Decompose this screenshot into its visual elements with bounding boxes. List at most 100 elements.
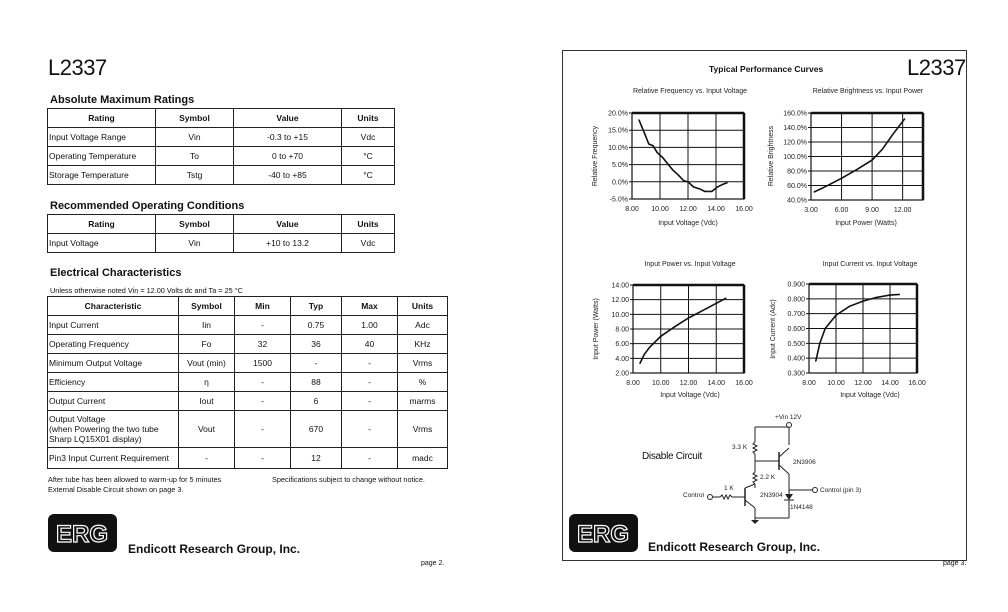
table-cell: -40 to +85 [233, 165, 342, 185]
data-point [881, 148, 883, 150]
table-row: Input Voltage Vin +10 to 13.2 Vdc [47, 233, 395, 253]
data-point [693, 186, 695, 188]
x-axis-label: Input Power (Watts) [835, 220, 897, 227]
data-point [677, 174, 679, 176]
data-point [722, 183, 724, 185]
erg-logo: ERG [48, 514, 117, 552]
r3-label: 1 K [724, 485, 734, 492]
x-tick-label: 8.00 [626, 380, 640, 387]
chart-title: Input Power vs. Input Voltage [644, 261, 735, 268]
table-cell: Tstg [155, 165, 234, 185]
data-point [813, 191, 815, 193]
data-point [652, 145, 654, 147]
table-cell: Storage Temperature [47, 165, 156, 185]
data-point [667, 164, 670, 166]
y-tick-label: 160.0% [783, 111, 807, 118]
table-header-row: Rating Symbol Value Units [47, 214, 395, 234]
table-row: Efficiency η -88-% [47, 372, 448, 392]
y-tick-label: 0.400 [787, 356, 805, 363]
x-tick-label: 8.00 [625, 206, 639, 213]
data-point [648, 143, 650, 145]
data-point [698, 188, 700, 190]
erg-logo-mark: ERG [55, 520, 108, 548]
data-point [725, 297, 727, 299]
y-tick-label: 0.600 [787, 326, 805, 333]
y-tick-label: 10.00 [611, 312, 629, 319]
table-row: Input Current Iin -0.75 1.00 Adc [47, 315, 448, 335]
erg-logo-page3: ERG [569, 514, 638, 552]
table-cell: Input Voltage Range [47, 127, 156, 147]
data-point [639, 362, 641, 365]
y-tick-label: 0.900 [787, 282, 805, 289]
resistor-2-2k [751, 471, 759, 485]
y-tick-label: 60.0% [787, 183, 807, 190]
x-tick-label: 12.00 [680, 380, 698, 387]
data-point [835, 314, 837, 316]
y-tick-label: 0.500 [787, 341, 805, 348]
page3-model: L2337 [907, 55, 966, 80]
diode-1n4148 [785, 494, 793, 500]
data-point [871, 159, 873, 161]
data-point [819, 342, 821, 344]
y-tick-label: 0.0% [612, 179, 628, 186]
y-tick-label: 100.0% [783, 154, 807, 161]
x-tick-label: 10.00 [651, 206, 669, 213]
table-row: Operating Temperature To 0 to +70 °C [47, 146, 395, 166]
y-axis-label: Input Power (Watts) [593, 298, 600, 360]
x-tick-label: 12.00 [854, 380, 872, 387]
table-cell: Vin [155, 233, 234, 253]
company-name-page3: Endicott Research Group, Inc. [648, 540, 821, 554]
control-out-terminal [812, 487, 818, 493]
y-tick-label: 14.00 [611, 283, 629, 290]
data-point [715, 302, 717, 304]
page3-frame [562, 50, 967, 561]
data-point [643, 354, 645, 356]
x-tick-label: 16.00 [908, 380, 926, 387]
y-axis-label: Input Current (Adc) [770, 299, 777, 359]
x-tick-label: 3.00 [804, 207, 818, 214]
footnote-disable: External Disable Circuit shown on page 3… [48, 485, 184, 494]
page-number-page3: page 3. [943, 560, 967, 567]
chart-title: Relative Frequency vs. Input Voltage [633, 88, 747, 95]
erg-logo-text: ERG [577, 521, 629, 548]
table-cell: +10 to 13.2 [233, 233, 342, 253]
y-tick-label: 6.00 [615, 341, 629, 348]
y-tick-label: 8.00 [615, 327, 629, 334]
table-row: Output Current Iout -6- marms [47, 391, 448, 411]
circuit-title: Disable Circuit [642, 451, 702, 462]
table-row: Storage Temperature Tstg -40 to +85 °C [47, 165, 395, 185]
resistor-1k [719, 493, 733, 501]
y-axis-label: Relative Brightness [768, 125, 775, 186]
table-cell: - [234, 410, 291, 448]
data-point [644, 133, 646, 135]
y-tick-label: 0.800 [787, 296, 805, 303]
x-tick-label: 10.00 [652, 380, 670, 387]
model-title: L2337 [48, 55, 107, 80]
x-axis-label: Input Voltage (Vdc) [660, 392, 720, 399]
data-point [704, 190, 706, 193]
x-tick-label: 12.00 [894, 207, 912, 214]
chart-title: Input Current vs. Input Voltage [823, 261, 918, 268]
data-point [726, 182, 728, 184]
y-tick-label: 5.0% [612, 162, 628, 169]
y-tick-label: 2.00 [615, 371, 629, 378]
data-point [840, 177, 843, 179]
y-tick-label: 0.300 [787, 371, 805, 378]
ground-icon [751, 520, 759, 524]
y-tick-label: 40.0% [787, 198, 807, 205]
x-tick-label: 16.00 [735, 380, 753, 387]
y-tick-label: 120.0% [783, 140, 807, 147]
y-tick-label: 20.0% [608, 111, 628, 118]
data-point [649, 346, 651, 348]
footnote-specs: Specifications subject to change without… [272, 475, 425, 484]
abs-max-table: Rating Symbol Value Units Input Voltage Rang… [47, 108, 395, 185]
data-point [683, 180, 685, 182]
erg-logo-mark: ERG [576, 520, 629, 548]
data-point [904, 118, 906, 120]
data-point [815, 360, 817, 362]
x-tick-label: 14.00 [707, 380, 725, 387]
disable-circuit-diagram: +Vin 12V 3.3 K 2.2 K 1 K 2N3906 2N3904 1… [683, 414, 861, 524]
table-cell: % [397, 372, 448, 392]
data-point [672, 169, 674, 171]
x-tick-label: 14.00 [881, 380, 899, 387]
